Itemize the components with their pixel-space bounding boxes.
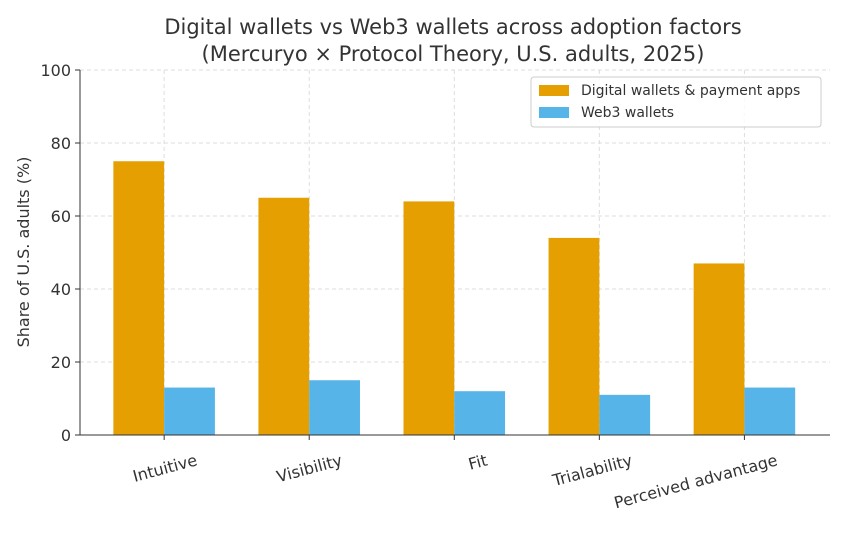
bar-web3: [454, 391, 506, 435]
chart-subtitle: (Mercuryo × Protocol Theory, U.S. adults…: [202, 42, 705, 66]
y-tick-label: 40: [51, 280, 71, 299]
bar-web3: [164, 387, 215, 435]
legend-label: Web3 wallets: [581, 105, 674, 121]
legend-swatch: [539, 85, 569, 96]
bar-web3: [744, 387, 796, 435]
bar-digital: [548, 237, 600, 435]
bar-web3: [599, 394, 651, 435]
bars: [113, 161, 796, 435]
y-tick-label: 0: [61, 426, 71, 445]
x-tick-label: Intuitive: [131, 451, 199, 486]
legend-swatch: [539, 107, 569, 118]
bar-digital: [113, 161, 165, 435]
bar-web3: [309, 380, 360, 435]
legend-box: [530, 76, 822, 128]
bar-digital: [258, 197, 310, 435]
legend: Digital wallets & payment apps Web3 walle…: [530, 76, 822, 128]
x-tick-label: Perceived advantage: [612, 451, 779, 513]
y-tick-label: 100: [40, 61, 71, 80]
x-tick-label: Fit: [466, 451, 489, 474]
x-tick-label: Trialability: [550, 451, 635, 491]
y-axis-label: Share of U.S. adults (%): [14, 157, 33, 348]
y-tick-label: 80: [51, 134, 71, 153]
bar-digital: [403, 201, 455, 435]
y-tick-label: 60: [51, 207, 71, 226]
chart-title: Digital wallets vs Web3 wallets across a…: [164, 15, 741, 39]
bar-digital: [693, 263, 745, 435]
x-tick-label: Visibility: [275, 451, 345, 487]
y-tick-label: 20: [51, 353, 71, 372]
legend-label: Digital wallets & payment apps: [581, 83, 800, 99]
